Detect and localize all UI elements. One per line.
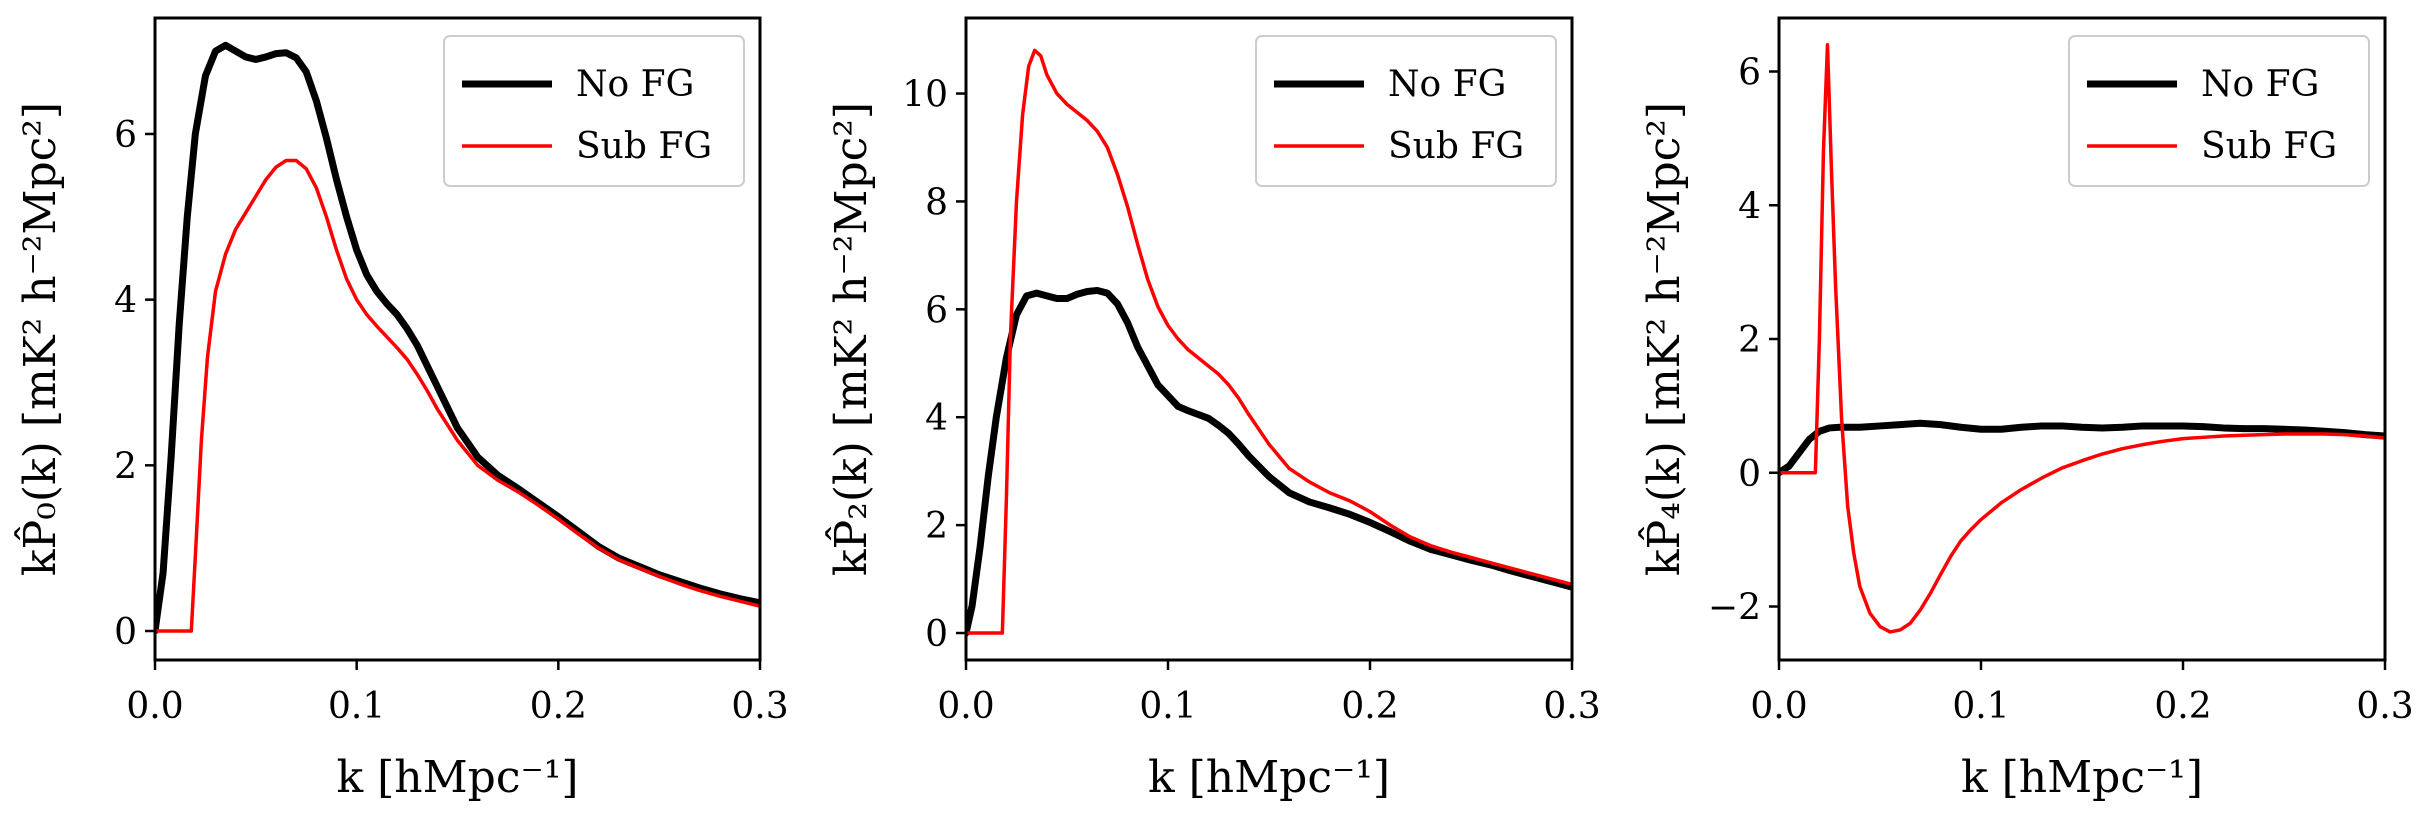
x-tick-label: 0.2 (2154, 686, 2211, 727)
y-tick-label: 4 (925, 398, 948, 439)
y-axis-label: kP̂₀(k) [mK² h⁻²Mpc²] (13, 102, 66, 576)
x-axis-label: k [hMpc⁻¹] (1961, 752, 2203, 803)
legend-label-no-fg: No FG (576, 64, 694, 105)
panel-3: 0.0 0.1 0.2 0.3 −2 0 2 4 6 k [hMpc⁻¹] kP̂₄(k) [mK²… (1637, 16, 2414, 803)
panel-2: 0.0 0.1 0.2 0.3 0 2 4 6 8 10 k [hMpc⁻¹] kP̂₂(k) [mK… (824, 16, 1601, 803)
y-tick-label: 2 (114, 446, 137, 487)
legend-label-no-fg: No FG (2201, 64, 2319, 105)
axes-frame (153, 16, 762, 662)
legend: No FG Sub FG (1255, 35, 1557, 187)
legend-box (2068, 35, 2370, 187)
series-line-sub-fg (1779, 43, 2385, 634)
y-tick-label: 4 (1738, 186, 1761, 227)
x-tick-label: 0.3 (731, 686, 788, 727)
y-tick-label: 4 (114, 281, 137, 322)
legend-label-sub-fg: Sub FG (1388, 126, 1524, 167)
y-tick-label: 0 (1738, 454, 1761, 495)
series-line-sub-fg (966, 48, 1572, 635)
y-tick-label: 6 (1738, 53, 1761, 94)
series-line-sub-fg (155, 158, 760, 633)
axes-frame (964, 16, 1574, 662)
y-tick-label: 6 (114, 115, 137, 156)
x-tick-label: 0.3 (2356, 686, 2413, 727)
x-tick-label: 0.0 (1750, 686, 1807, 727)
legend: No FG Sub FG (443, 35, 745, 187)
y-tick-label: 10 (902, 75, 948, 116)
y-axis-label: kP̂₄(k) [mK² h⁻²Mpc²] (1637, 102, 1690, 576)
y-tick-label: 8 (925, 182, 948, 223)
y-tick-label: 2 (925, 506, 948, 547)
y-tick-label: 2 (1738, 320, 1761, 361)
series-line-no-fg (1779, 419, 2385, 477)
x-tick-label: 0.1 (1952, 686, 2009, 727)
x-tick-label: 0.1 (328, 686, 385, 727)
y-tick-label: 6 (925, 290, 948, 331)
x-tick-label: 0.3 (1543, 686, 1600, 727)
x-tick-label: 0.0 (937, 686, 994, 727)
legend-label-no-fg: No FG (1388, 64, 1506, 105)
y-tick-label: 0 (114, 612, 137, 653)
series-line-no-fg (966, 286, 1572, 637)
x-axis-label: k [hMpc⁻¹] (1148, 752, 1390, 803)
y-tick-label: 0 (925, 614, 948, 655)
legend-box (443, 35, 745, 187)
x-axis-label: k [hMpc⁻¹] (336, 752, 578, 803)
x-tick-label: 0.2 (530, 686, 587, 727)
x-tick-label: 0.0 (126, 686, 183, 727)
y-tick-label: −2 (1708, 588, 1761, 629)
x-tick-label: 0.2 (1341, 686, 1398, 727)
legend-box (1255, 35, 1557, 187)
panel-1: 0.0 0.1 0.2 0.3 0 2 4 6 k [hMpc⁻¹] kP̂₀(k) [mK² h… (13, 16, 789, 803)
legend: No FG Sub FG (2068, 35, 2370, 187)
legend-label-sub-fg: Sub FG (2201, 126, 2337, 167)
x-tick-label: 0.1 (1139, 686, 1196, 727)
legend-label-sub-fg: Sub FG (576, 126, 712, 167)
y-axis-label: kP̂₂(k) [mK² h⁻²Mpc²] (824, 102, 877, 576)
